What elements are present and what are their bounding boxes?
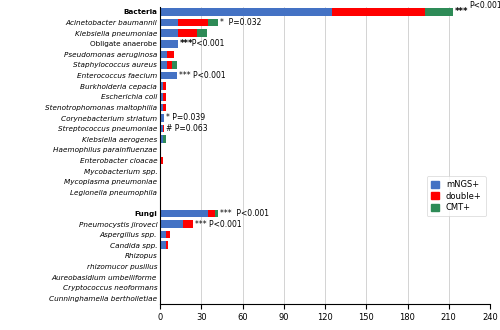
Bar — [215, 210, 218, 217]
Bar — [160, 72, 176, 80]
Bar — [160, 61, 167, 69]
Text: *** P<0.001: *** P<0.001 — [195, 219, 242, 229]
Bar — [160, 50, 167, 58]
Text: *** P<0.001: *** P<0.001 — [178, 71, 225, 80]
Bar — [163, 104, 166, 111]
Bar — [163, 93, 166, 101]
Bar — [160, 242, 166, 249]
Bar — [160, 157, 162, 164]
Bar — [160, 29, 178, 37]
Bar — [163, 82, 166, 90]
Bar — [160, 114, 164, 122]
Bar — [160, 210, 208, 217]
Bar — [167, 50, 174, 58]
Bar — [163, 135, 166, 143]
Bar — [160, 19, 178, 26]
Bar — [426, 8, 453, 16]
Text: P<0.001: P<0.001 — [470, 1, 500, 10]
Bar — [178, 29, 197, 37]
Bar — [160, 40, 178, 48]
Bar — [160, 104, 163, 111]
Bar — [167, 61, 172, 69]
Text: ***  P<0.001: *** P<0.001 — [220, 209, 269, 218]
Text: ***: *** — [180, 39, 194, 48]
Bar — [162, 157, 163, 164]
Bar — [160, 220, 184, 228]
Bar — [160, 135, 163, 143]
Text: # P=0.063: # P=0.063 — [166, 124, 208, 133]
Legend: mNGS+, double+, CMT+: mNGS+, double+, CMT+ — [427, 176, 486, 216]
Text: ***: *** — [455, 7, 468, 16]
Text: P<0.001: P<0.001 — [187, 39, 224, 48]
Bar — [208, 19, 218, 26]
Bar — [160, 231, 166, 239]
Bar — [166, 231, 170, 239]
Text: * P=0.039: * P=0.039 — [166, 114, 205, 122]
Bar — [160, 125, 163, 132]
Bar — [160, 178, 162, 185]
Bar — [178, 19, 208, 26]
Text: *  P=0.032: * P=0.032 — [220, 18, 261, 27]
Bar — [160, 252, 162, 260]
Bar — [160, 188, 162, 196]
Bar — [184, 220, 193, 228]
Bar — [208, 210, 215, 217]
Bar — [160, 93, 163, 101]
Bar — [160, 8, 332, 16]
Bar — [172, 61, 176, 69]
Bar — [163, 125, 164, 132]
Bar — [160, 146, 162, 154]
Bar — [197, 29, 207, 37]
Bar — [332, 8, 426, 16]
Bar — [160, 167, 162, 175]
Bar — [160, 82, 163, 90]
Bar — [166, 242, 168, 249]
